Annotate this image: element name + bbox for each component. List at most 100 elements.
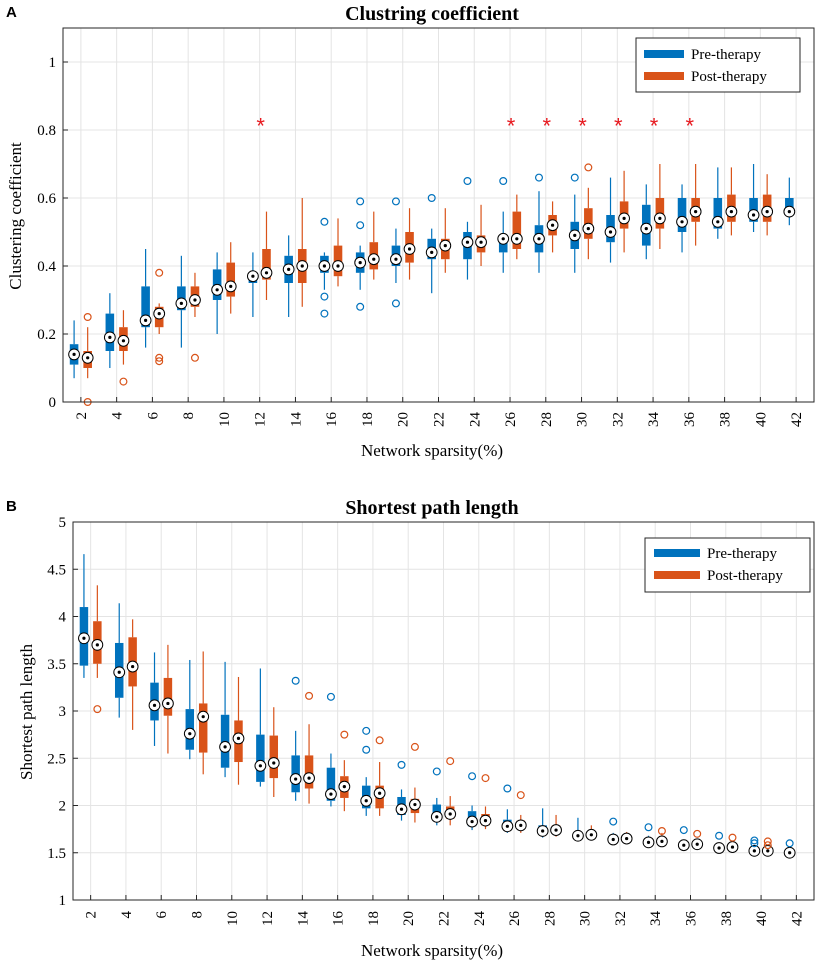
box-pre-a (676, 184, 688, 253)
outlier-point (503, 784, 512, 793)
y-tick-label: 0.2 (37, 327, 56, 343)
median-dot (787, 210, 791, 214)
median-dot (378, 791, 382, 795)
box-pre-b (289, 676, 302, 801)
outlier-point (481, 774, 490, 783)
x-tick-label: 36 (684, 911, 700, 927)
box-pre-b (536, 808, 549, 838)
box-post-b (479, 774, 492, 830)
x-tick-label: 22 (437, 911, 453, 926)
box-pre-b (219, 661, 231, 778)
box-post-a (153, 268, 166, 366)
outlier-point (391, 299, 400, 308)
box-iqr (713, 198, 723, 229)
box-pre-b (325, 692, 337, 807)
outlier-point (584, 163, 593, 172)
box-iqr (269, 735, 279, 779)
outlier-point (657, 827, 666, 836)
median-dot (215, 288, 219, 292)
box-post-b (585, 825, 598, 841)
median-dot (608, 230, 613, 234)
box-post-a (81, 313, 94, 407)
median-dot (644, 227, 648, 231)
median-dot (407, 247, 412, 251)
box-post-b (338, 730, 351, 812)
x-tick-label: 8 (181, 412, 197, 420)
panel-label-a: A (6, 4, 17, 21)
median-dot (483, 819, 488, 823)
x-tick-label: 12 (253, 412, 269, 427)
median-dot (611, 837, 615, 842)
median-dot (394, 257, 398, 261)
median-dot (264, 271, 269, 275)
outlier-point (397, 760, 406, 769)
box-pre-a (533, 173, 545, 273)
median-dot (342, 785, 346, 789)
median-dot (294, 777, 298, 781)
outlier-point (499, 177, 508, 186)
median-dot (717, 846, 721, 850)
box-post-b (197, 651, 210, 775)
median-dot (72, 352, 76, 356)
median-dot (157, 312, 161, 316)
box-pre-a (640, 184, 653, 260)
median-dot (108, 335, 112, 339)
significance-star: * (578, 113, 587, 138)
box-post-b (373, 736, 386, 816)
median-dot (329, 792, 333, 796)
x-tick-label: 38 (719, 911, 735, 926)
x-tick-label: 34 (646, 412, 662, 428)
median-dot (193, 298, 197, 302)
y-axis-label-b: Shortest path length (17, 644, 36, 780)
significance-star: * (256, 113, 265, 138)
median-dot (336, 264, 340, 268)
box-iqr (304, 755, 314, 789)
box-pre-a (497, 177, 510, 273)
y-tick-label: 3.5 (47, 657, 66, 673)
median-dot (287, 267, 291, 271)
x-axis-label-a: Network sparsity(%) (361, 441, 503, 460)
median-dot (716, 220, 720, 224)
y-tick-label: 2 (59, 799, 67, 815)
box-post-b (126, 619, 139, 730)
x-tick-label: 30 (578, 911, 594, 926)
box-pre-b (713, 831, 725, 854)
outlier-point (291, 676, 300, 685)
box-post-a (439, 208, 452, 273)
median-dot (586, 227, 590, 231)
outlier-point (356, 302, 365, 311)
x-tick-label: 16 (331, 911, 347, 927)
outlier-point (785, 839, 794, 848)
box-pre-b (113, 603, 126, 718)
median-dot (660, 839, 664, 844)
box-iqr (163, 677, 173, 716)
box-pre-a (68, 320, 80, 379)
median-dot (680, 220, 684, 224)
y-tick-label: 4.5 (47, 562, 66, 578)
x-tick-label: 26 (507, 911, 523, 927)
y-tick-label: 4 (59, 610, 67, 626)
x-tick-label: 10 (225, 911, 241, 926)
outlier-point (356, 197, 365, 206)
y-tick-label: 3 (59, 704, 67, 720)
median-dot (166, 701, 170, 706)
box-pre-b (642, 823, 655, 849)
median-dot (272, 761, 276, 765)
x-tick-label: 26 (503, 412, 519, 428)
outlier-point (155, 357, 164, 366)
outlier-point (340, 730, 349, 739)
x-tick-label: 22 (432, 412, 448, 427)
box-post-a (761, 174, 774, 236)
median-dot (515, 237, 519, 241)
significance-star: * (614, 113, 623, 138)
x-tick-label: 18 (360, 412, 376, 427)
legend-swatch-post-a (644, 72, 684, 80)
box-pre-a (568, 173, 581, 273)
outlier-point (362, 726, 371, 735)
median-dot (576, 834, 580, 838)
median-dot (236, 736, 241, 741)
box-pre-a (211, 252, 224, 334)
median-dot (550, 223, 555, 227)
box-pre-b (183, 659, 196, 760)
x-tick-label: 12 (260, 911, 276, 926)
